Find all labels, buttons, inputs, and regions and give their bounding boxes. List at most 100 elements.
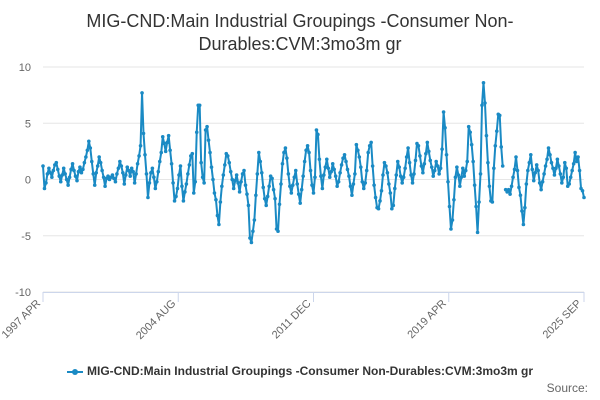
data-point[interactable]: [373, 195, 378, 200]
data-point[interactable]: [424, 151, 428, 156]
data-point[interactable]: [542, 172, 546, 176]
data-point[interactable]: [171, 181, 175, 185]
data-point[interactable]: [128, 174, 133, 178]
data-point[interactable]: [401, 175, 406, 180]
data-point[interactable]: [156, 169, 161, 174]
data-point[interactable]: [428, 158, 433, 163]
data-point[interactable]: [285, 156, 289, 160]
data-point[interactable]: [174, 194, 178, 199]
data-point[interactable]: [61, 166, 66, 171]
data-point[interactable]: [190, 151, 195, 156]
data-point[interactable]: [449, 227, 453, 231]
data-point[interactable]: [421, 170, 425, 175]
data-point[interactable]: [444, 152, 449, 157]
data-point[interactable]: [66, 183, 70, 187]
data-point[interactable]: [296, 192, 301, 196]
data-point[interactable]: [350, 193, 354, 198]
data-point[interactable]: [390, 206, 394, 211]
data-point[interactable]: [410, 181, 415, 185]
data-point[interactable]: [515, 168, 520, 173]
data-point[interactable]: [388, 191, 393, 195]
data-point[interactable]: [580, 188, 585, 193]
data-point[interactable]: [144, 172, 149, 176]
data-point[interactable]: [79, 170, 84, 175]
data-point[interactable]: [329, 169, 334, 174]
data-point[interactable]: [311, 191, 316, 195]
data-point[interactable]: [518, 193, 523, 198]
data-point[interactable]: [146, 195, 150, 200]
data-point[interactable]: [233, 178, 237, 183]
data-point[interactable]: [251, 229, 255, 234]
data-point[interactable]: [279, 182, 283, 186]
data-point[interactable]: [545, 157, 549, 162]
data-point[interactable]: [140, 91, 144, 95]
data-point[interactable]: [292, 175, 297, 180]
data-point[interactable]: [180, 184, 184, 189]
data-point[interactable]: [57, 174, 62, 178]
data-point[interactable]: [397, 165, 402, 169]
data-point[interactable]: [466, 124, 471, 129]
data-point[interactable]: [338, 170, 342, 175]
data-point[interactable]: [291, 183, 295, 187]
data-point[interactable]: [64, 177, 69, 182]
data-point[interactable]: [75, 178, 79, 183]
data-point[interactable]: [523, 205, 527, 210]
data-point[interactable]: [490, 200, 495, 204]
data-point[interactable]: [183, 190, 187, 194]
data-point[interactable]: [400, 181, 404, 185]
data-point[interactable]: [217, 222, 221, 227]
data-point[interactable]: [361, 186, 366, 191]
data-point[interactable]: [310, 183, 314, 187]
data-point[interactable]: [221, 173, 226, 177]
data-point[interactable]: [205, 124, 209, 129]
data-point[interactable]: [101, 175, 106, 180]
data-point[interactable]: [557, 164, 561, 168]
data-point[interactable]: [178, 164, 183, 168]
data-point[interactable]: [571, 161, 576, 166]
data-point[interactable]: [282, 150, 286, 155]
data-point[interactable]: [160, 134, 165, 139]
data-point[interactable]: [458, 184, 462, 189]
data-point[interactable]: [568, 175, 573, 180]
data-point[interactable]: [469, 142, 474, 147]
data-point[interactable]: [157, 159, 162, 164]
data-point[interactable]: [126, 168, 131, 173]
data-point[interactable]: [259, 170, 264, 175]
data-point[interactable]: [339, 163, 344, 167]
data-point[interactable]: [360, 179, 365, 184]
data-point[interactable]: [531, 178, 536, 183]
data-point[interactable]: [409, 173, 413, 177]
data-point[interactable]: [325, 157, 329, 162]
data-point[interactable]: [412, 172, 416, 176]
data-point[interactable]: [265, 194, 270, 199]
data-point[interactable]: [228, 169, 233, 174]
data-point[interactable]: [208, 150, 212, 155]
data-point[interactable]: [237, 190, 242, 194]
data-point[interactable]: [452, 197, 456, 202]
data-point[interactable]: [548, 152, 552, 157]
data-point[interactable]: [273, 196, 277, 201]
data-point[interactable]: [162, 141, 167, 146]
data-point[interactable]: [425, 140, 430, 145]
data-point[interactable]: [465, 159, 470, 164]
data-point[interactable]: [92, 183, 97, 187]
data-point[interactable]: [81, 167, 85, 172]
data-point[interactable]: [218, 200, 223, 204]
data-point[interactable]: [55, 167, 60, 172]
data-point[interactable]: [561, 175, 566, 180]
data-point[interactable]: [475, 230, 480, 235]
data-point[interactable]: [471, 159, 475, 164]
data-point[interactable]: [132, 181, 137, 185]
data-point[interactable]: [89, 159, 94, 164]
data-point[interactable]: [435, 164, 440, 168]
data-point[interactable]: [243, 183, 248, 187]
data-point[interactable]: [521, 222, 526, 227]
data-point[interactable]: [379, 188, 384, 193]
data-point[interactable]: [125, 165, 130, 169]
data-point[interactable]: [447, 204, 452, 209]
data-point[interactable]: [276, 229, 280, 234]
data-point[interactable]: [112, 176, 116, 181]
data-point[interactable]: [378, 199, 382, 203]
data-point[interactable]: [468, 130, 472, 135]
data-point[interactable]: [356, 148, 360, 153]
